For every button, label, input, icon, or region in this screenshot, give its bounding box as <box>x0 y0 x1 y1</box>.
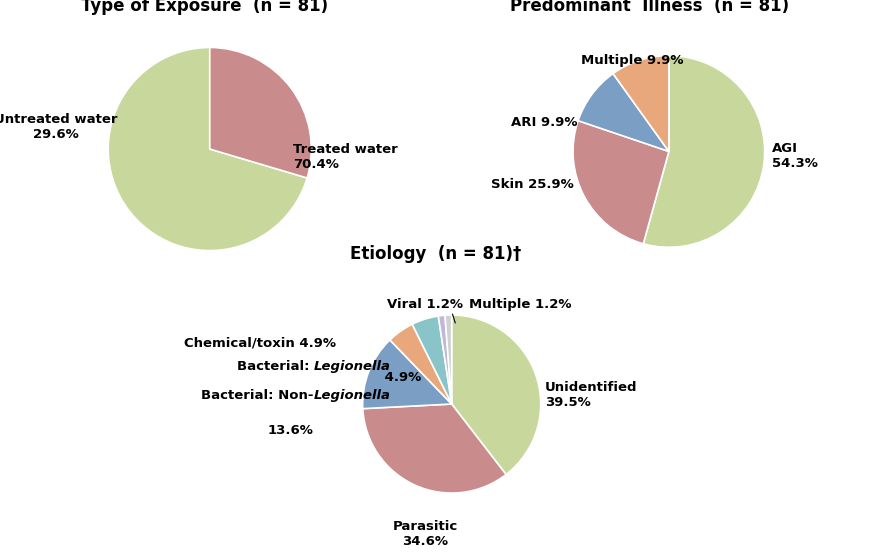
Wedge shape <box>445 315 452 404</box>
Text: Multiple 9.9%: Multiple 9.9% <box>581 54 684 67</box>
Text: Untreated water
29.6%: Untreated water 29.6% <box>0 113 117 141</box>
Text: Bacterial: Non-: Bacterial: Non- <box>201 389 313 402</box>
Text: Viral 1.2%: Viral 1.2% <box>387 298 463 311</box>
Title: Etiology  (n = 81)†: Etiology (n = 81)† <box>351 246 522 263</box>
Wedge shape <box>438 315 452 404</box>
Wedge shape <box>412 316 452 404</box>
Wedge shape <box>362 340 452 408</box>
Title: Predominant  Illness  (n = 81): Predominant Illness (n = 81) <box>510 0 789 15</box>
Text: Unidentified
39.5%: Unidentified 39.5% <box>546 381 637 409</box>
Wedge shape <box>109 47 307 251</box>
Text: 13.6%: 13.6% <box>268 423 313 437</box>
Text: 4.9%: 4.9% <box>380 371 422 384</box>
Wedge shape <box>452 315 541 475</box>
Text: Treated water
70.4%: Treated water 70.4% <box>293 143 398 171</box>
Wedge shape <box>363 404 506 493</box>
Text: Skin 25.9%: Skin 25.9% <box>491 178 574 192</box>
Wedge shape <box>643 56 765 247</box>
Wedge shape <box>578 73 669 151</box>
Text: Bacterial:: Bacterial: <box>237 360 313 373</box>
Text: Legionella: Legionella <box>313 360 391 373</box>
Text: Multiple 1.2%: Multiple 1.2% <box>470 298 572 311</box>
Title: Type of Exposure  (n = 81): Type of Exposure (n = 81) <box>81 0 328 15</box>
Text: Legionella: Legionella <box>313 389 391 402</box>
Wedge shape <box>390 324 452 404</box>
Text: ARI 9.9%: ARI 9.9% <box>511 116 578 129</box>
Wedge shape <box>573 121 669 244</box>
Text: AGI
54.3%: AGI 54.3% <box>773 142 818 170</box>
Wedge shape <box>210 47 312 178</box>
Wedge shape <box>613 56 669 151</box>
Text: Chemical/toxin 4.9%: Chemical/toxin 4.9% <box>184 337 336 350</box>
Text: Parasitic
34.6%: Parasitic 34.6% <box>392 520 457 548</box>
